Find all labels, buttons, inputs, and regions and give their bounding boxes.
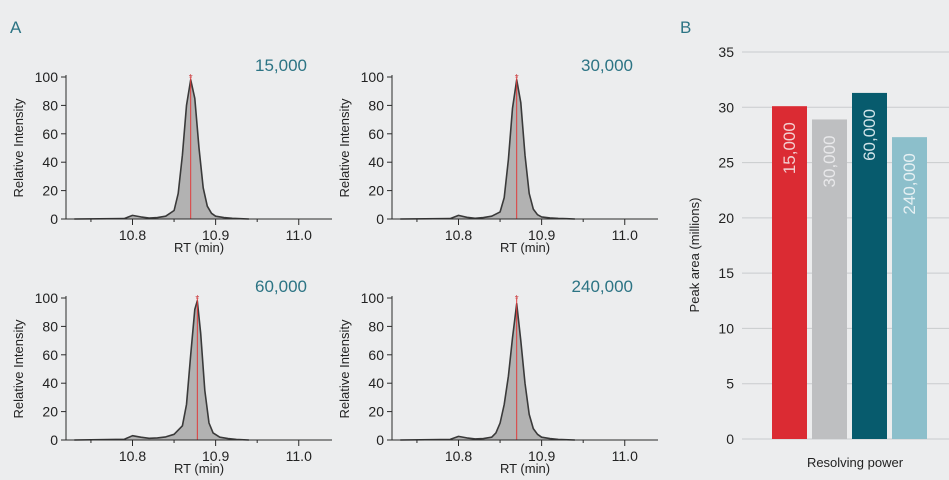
x-tick-label-60000-0: 10.8 bbox=[119, 448, 146, 464]
trace-line-240000 bbox=[400, 302, 575, 441]
y-tick-label-30000-20: 20 bbox=[368, 183, 384, 199]
bar-y-tick-label-25: 25 bbox=[718, 155, 734, 171]
bar-label-2: 30,000 bbox=[820, 135, 839, 187]
peak-fill-15000 bbox=[74, 79, 249, 219]
x-tick-label-60000-2: 11.0 bbox=[286, 448, 312, 464]
bar-3 bbox=[852, 92, 887, 439]
bar-label-1: 15,000 bbox=[780, 122, 799, 174]
resolution-label-15000: 15,000 bbox=[255, 56, 307, 75]
resolution-label-60000: 60,000 bbox=[255, 277, 307, 296]
chromatogram-60000: * 0 20 40 60 80 100 10.8 10.9 11.0 RT (min) Relativ… bbox=[11, 277, 332, 476]
bar-label-3: 60,000 bbox=[860, 109, 879, 161]
peak-fill-60000 bbox=[74, 300, 249, 440]
x-tick-label-240000-0: 10.8 bbox=[445, 448, 472, 464]
y-tick-label-60000-40: 40 bbox=[42, 375, 58, 391]
x-axis-title-240000: RT (min) bbox=[500, 461, 550, 476]
bar-y-tick-label-5: 5 bbox=[726, 376, 734, 392]
bar-y-tick-label-35: 35 bbox=[718, 44, 734, 60]
y-tick-label-15000-80: 80 bbox=[42, 97, 58, 113]
resolution-label-240000: 240,000 bbox=[572, 277, 633, 296]
bar-y-tick-label-30: 30 bbox=[718, 99, 734, 115]
bar-4 bbox=[892, 137, 927, 439]
trace-line-15000 bbox=[74, 79, 249, 220]
bar-x-axis-title: Resolving power bbox=[807, 455, 904, 470]
panel-a-label: A bbox=[10, 18, 22, 37]
y-tick-label-60000-80: 80 bbox=[42, 318, 58, 334]
x-tick-label-240000-1: 10.9 bbox=[528, 448, 555, 464]
y-tick-label-15000-0: 0 bbox=[50, 211, 58, 227]
y-axis-title-60000: Relative Intensity bbox=[11, 319, 26, 418]
y-tick-label-240000-80: 80 bbox=[368, 318, 384, 334]
bar-y-tick-label-10: 10 bbox=[718, 320, 734, 336]
y-tick-label-30000-80: 80 bbox=[368, 97, 384, 113]
y-tick-label-240000-100: 100 bbox=[361, 290, 385, 306]
apex-marker-60000: * bbox=[195, 294, 199, 305]
apex-marker-15000: * bbox=[189, 73, 193, 84]
bar-y-tick-label-15: 15 bbox=[718, 265, 734, 281]
trace-line-30000 bbox=[400, 79, 575, 220]
x-tick-label-15000-1: 10.9 bbox=[202, 227, 229, 243]
y-tick-label-240000-40: 40 bbox=[368, 375, 384, 391]
apex-marker-240000: * bbox=[515, 294, 519, 305]
y-tick-label-30000-100: 100 bbox=[361, 69, 385, 85]
x-axis-title-60000: RT (min) bbox=[174, 461, 224, 476]
chromatogram-30000: * 0 20 40 60 80 100 10.8 10.9 11.0 RT (min) Relativ… bbox=[337, 56, 658, 255]
bar-1 bbox=[772, 106, 807, 440]
y-tick-label-60000-60: 60 bbox=[42, 347, 58, 363]
y-tick-label-240000-60: 60 bbox=[368, 347, 384, 363]
y-tick-label-15000-40: 40 bbox=[42, 154, 58, 170]
x-tick-label-240000-2: 11.0 bbox=[612, 448, 638, 464]
trace-line-60000 bbox=[74, 300, 249, 441]
x-tick-label-30000-2: 11.0 bbox=[612, 227, 638, 243]
bar-2 bbox=[812, 119, 847, 439]
chromatogram-240000: * 0 20 40 60 80 100 10.8 10.9 11.0 RT (min) Relativ… bbox=[337, 277, 658, 476]
y-tick-label-30000-60: 60 bbox=[368, 126, 384, 142]
y-tick-label-30000-0: 0 bbox=[376, 211, 384, 227]
y-tick-label-240000-0: 0 bbox=[376, 432, 384, 448]
y-tick-label-15000-100: 100 bbox=[35, 69, 59, 85]
peak-fill-30000 bbox=[400, 79, 575, 219]
y-tick-label-60000-0: 0 bbox=[50, 432, 58, 448]
chromatogram-15000: * 0 20 40 60 80 100 10.8 10.9 11.0 RT (min) Relativ… bbox=[11, 56, 332, 255]
peak-fill-240000 bbox=[400, 303, 575, 440]
bar-y-tick-label-0: 0 bbox=[726, 431, 734, 447]
bar-y-tick-label-20: 20 bbox=[718, 210, 734, 226]
peak-area-bar-chart: 0 5 10 15 20 25 30 35 15,000 30,000 60,000 240,000 R… bbox=[687, 44, 949, 470]
y-axis-title-15000: Relative Intensity bbox=[11, 98, 26, 197]
y-tick-label-15000-20: 20 bbox=[42, 183, 58, 199]
x-tick-label-15000-2: 11.0 bbox=[286, 227, 312, 243]
x-tick-label-15000-0: 10.8 bbox=[119, 227, 146, 243]
y-axis-title-30000: Relative Intensity bbox=[337, 98, 352, 197]
y-tick-label-60000-20: 20 bbox=[42, 404, 58, 420]
panel-b-label: B bbox=[680, 18, 691, 37]
resolution-label-30000: 30,000 bbox=[581, 56, 633, 75]
y-axis-title-240000: Relative Intensity bbox=[337, 319, 352, 418]
x-axis-title-30000: RT (min) bbox=[500, 240, 550, 255]
bar-label-4: 240,000 bbox=[900, 153, 919, 214]
y-tick-label-240000-20: 20 bbox=[368, 404, 384, 420]
y-tick-label-30000-40: 40 bbox=[368, 154, 384, 170]
x-tick-label-30000-0: 10.8 bbox=[445, 227, 472, 243]
x-tick-label-60000-1: 10.9 bbox=[202, 448, 229, 464]
y-tick-label-15000-60: 60 bbox=[42, 126, 58, 142]
bar-y-axis-title: Peak area (millions) bbox=[687, 198, 702, 313]
y-tick-label-60000-100: 100 bbox=[35, 290, 59, 306]
x-tick-label-30000-1: 10.9 bbox=[528, 227, 555, 243]
apex-marker-30000: * bbox=[515, 73, 519, 84]
x-axis-title-15000: RT (min) bbox=[174, 240, 224, 255]
